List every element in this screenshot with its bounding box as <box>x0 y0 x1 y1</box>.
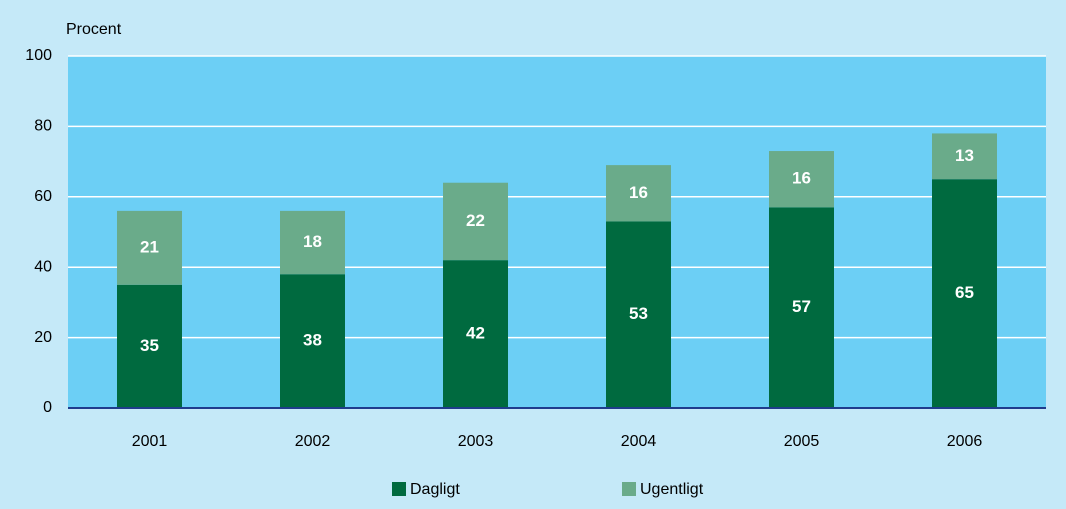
x-tick-label: 2004 <box>621 433 657 450</box>
data-label: 16 <box>629 183 648 202</box>
bar-segment <box>606 165 671 222</box>
legend-swatch <box>392 482 406 496</box>
x-tick-label: 2006 <box>947 433 983 450</box>
data-label: 57 <box>792 297 811 316</box>
bar-segment <box>117 284 182 408</box>
bar-segment <box>769 207 834 408</box>
y-tick-label: 40 <box>34 258 52 275</box>
bar-segment <box>443 182 508 261</box>
bar-segment <box>280 274 345 408</box>
bar-segment <box>932 179 997 408</box>
data-label: 18 <box>303 232 322 251</box>
y-tick-label: 80 <box>34 118 52 135</box>
data-label: 35 <box>140 336 159 355</box>
plot-area <box>68 56 1046 408</box>
data-label: 22 <box>466 211 485 230</box>
y-tick-label: 100 <box>25 47 52 64</box>
legend-swatch <box>622 482 636 496</box>
data-label: 13 <box>955 146 974 165</box>
bar-segment <box>769 151 834 208</box>
y-tick-label: 0 <box>43 399 52 416</box>
bar-segment <box>606 221 671 408</box>
x-tick-label: 2002 <box>295 433 331 450</box>
bar-segment <box>932 133 997 180</box>
legend-label: Dagligt <box>410 481 460 498</box>
x-tick-label: 2001 <box>132 433 168 450</box>
data-label: 65 <box>955 283 974 302</box>
y-tick-label: 20 <box>34 329 52 346</box>
bar-segment <box>117 210 182 285</box>
x-tick-label: 2003 <box>458 433 494 450</box>
y-tick-label: 60 <box>34 188 52 205</box>
data-label: 42 <box>466 324 485 343</box>
y-axis-label: Procent <box>66 21 122 38</box>
x-tick-label: 2005 <box>784 433 820 450</box>
data-label: 38 <box>303 331 322 350</box>
bar-segment <box>280 210 345 275</box>
data-label: 21 <box>140 237 159 256</box>
bar-segment <box>443 260 508 408</box>
legend-label: Ugentligt <box>640 481 704 498</box>
data-label: 16 <box>792 169 811 188</box>
data-label: 53 <box>629 304 648 323</box>
